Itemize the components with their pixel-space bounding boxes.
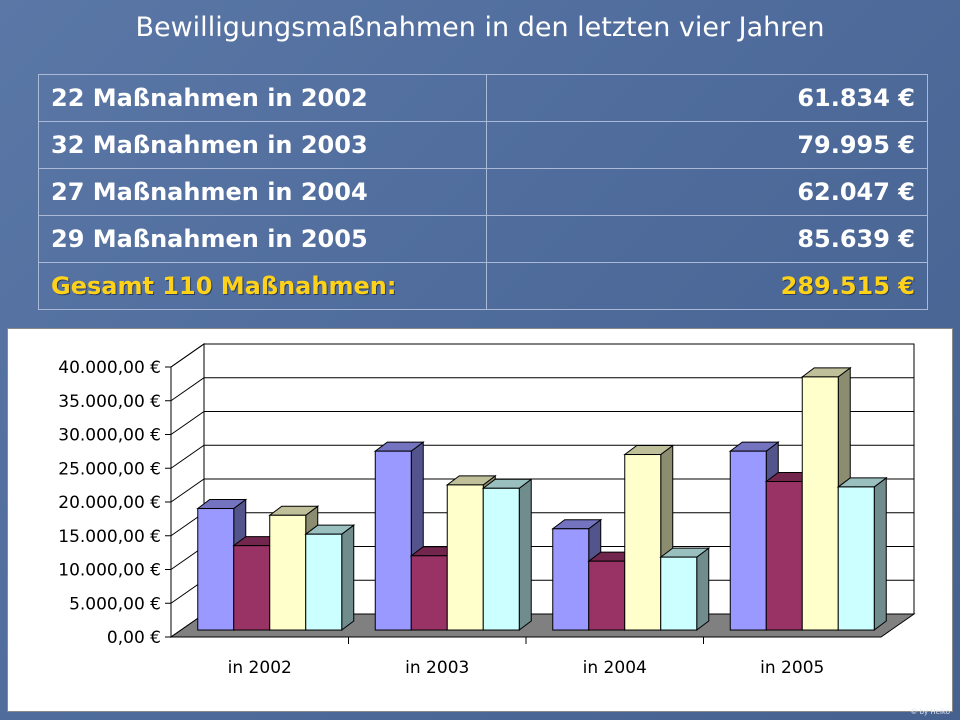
table-row: 29 Maßnahmen in 2005 85.639 € (38, 215, 928, 263)
total-label: Gesamt 110 Maßnahmen: (38, 262, 487, 310)
bar (660, 556, 698, 631)
gridline (170, 343, 914, 368)
y-tick-label: 10.000,00 € (58, 561, 161, 581)
bar-side (873, 476, 887, 632)
y-tick-label: 40.000,00 € (58, 358, 161, 378)
gridline (170, 444, 914, 469)
chart-svg: 0,00 € 5.000,00 € 10.000,00 € 15.000,00 € 20… (58, 343, 916, 678)
x-category-label: in 2002 (228, 658, 292, 678)
gridline (170, 411, 914, 435)
total-value: 289.515 € (486, 262, 928, 310)
y-tick-label: 30.000,00 € (58, 426, 161, 446)
row-label: 27 Maßnahmen in 2004 (38, 168, 487, 216)
copyright-note: © by Heiko (910, 708, 950, 716)
bar (624, 454, 662, 631)
y-tick-label: 35.000,00 € (58, 392, 161, 412)
bar (374, 450, 412, 631)
bar-side (518, 478, 532, 632)
row-value: 85.639 € (486, 215, 928, 263)
summary-table: 22 Maßnahmen in 2002 61.834 € 32 Maßnahm… (38, 74, 928, 310)
table-row: 22 Maßnahmen in 2002 61.834 € (38, 74, 928, 122)
bar (197, 508, 235, 631)
bar (801, 376, 839, 631)
x-category-label: in 2004 (583, 658, 647, 678)
bar-chart: 0,00 € 5.000,00 € 10.000,00 € 15.000,00 € 20… (7, 328, 953, 712)
row-label: 32 Maßnahmen in 2003 (38, 121, 487, 169)
row-value: 61.834 € (486, 74, 928, 122)
bar (305, 533, 343, 631)
bar-side (696, 547, 710, 632)
bar (588, 560, 626, 631)
row-label: 29 Maßnahmen in 2005 (38, 215, 487, 263)
bar (482, 487, 520, 631)
row-value: 62.047 € (486, 168, 928, 216)
y-tick-label: 15.000,00 € (58, 527, 161, 547)
total-row: Gesamt 110 Maßnahmen: 289.515 € (38, 262, 928, 310)
table-row: 27 Maßnahmen in 2004 62.047 € (38, 168, 928, 216)
bar (446, 484, 484, 631)
gridline (170, 478, 914, 503)
table-row: 32 Maßnahmen in 2003 79.995 € (38, 121, 928, 169)
y-tick-label: 5.000,00 € (69, 594, 161, 614)
bar (837, 486, 875, 631)
bar (269, 514, 307, 631)
bar (729, 450, 767, 631)
gridline (170, 377, 914, 402)
bar (410, 555, 448, 631)
row-label: 22 Maßnahmen in 2002 (38, 74, 487, 122)
y-tick-label: 20.000,00 € (58, 493, 161, 513)
bar (765, 481, 803, 631)
y-tick-label: 25.000,00 € (58, 459, 161, 479)
y-tick-label: 0,00 € (107, 628, 161, 648)
x-category-label: in 2005 (760, 658, 824, 678)
x-category-label: in 2003 (405, 658, 469, 678)
row-value: 79.995 € (486, 121, 928, 169)
bar-side (341, 524, 355, 632)
slide-title: Bewilligungsmaßnahmen in den letzten vie… (135, 12, 825, 43)
bar (552, 528, 590, 631)
bar (233, 545, 271, 631)
